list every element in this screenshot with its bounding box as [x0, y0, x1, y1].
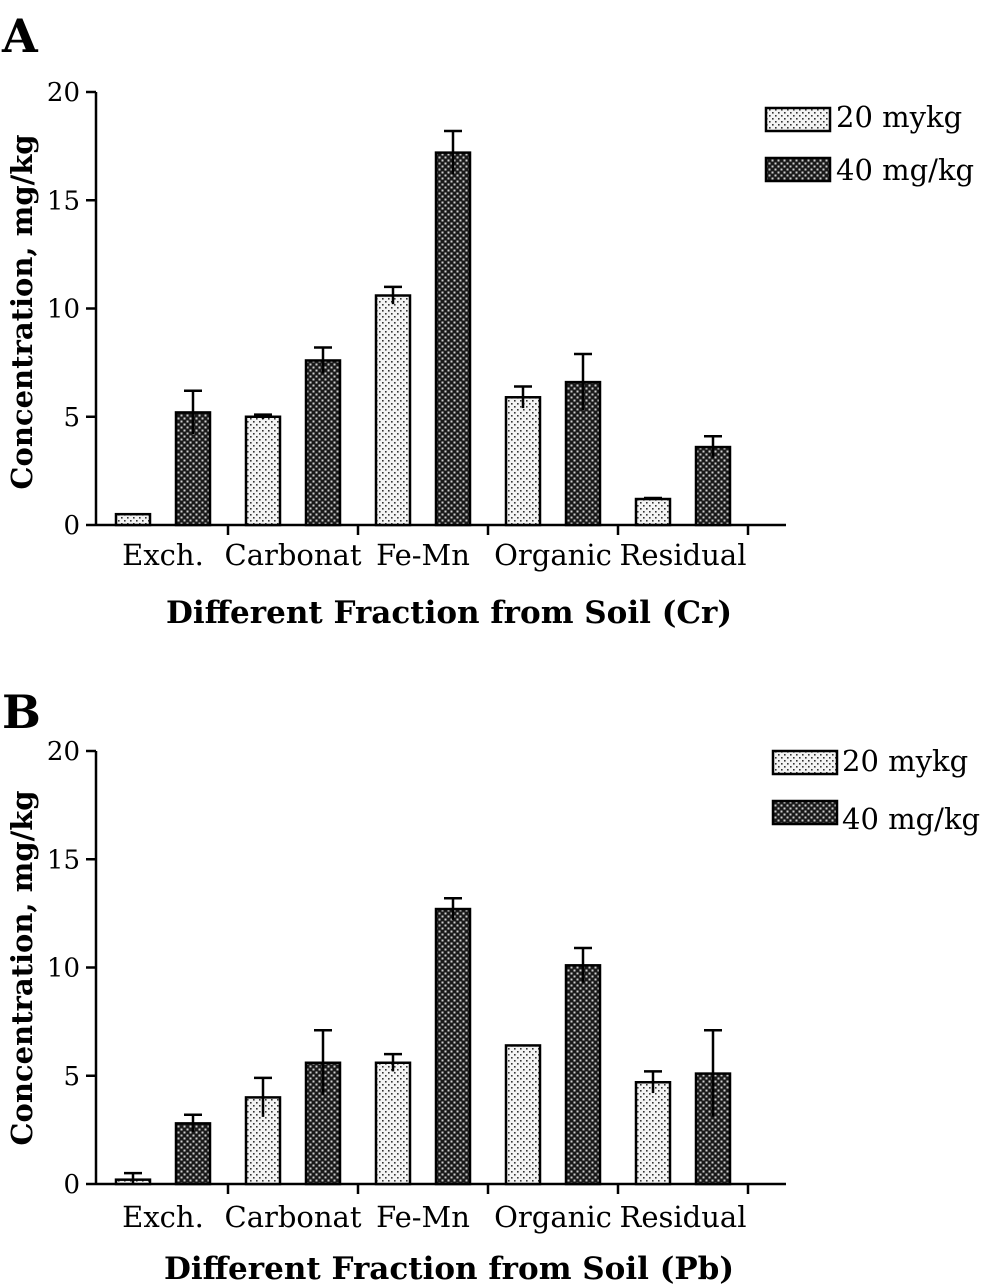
panel-b-legend: 20 mykg 40 mg/kg — [771, 744, 980, 836]
panel-a-bar-carbonat-s2 — [304, 359, 342, 527]
panel-b-x-tick-label: Residual — [620, 1200, 747, 1234]
panel-b-x-tick-label: Organic — [494, 1200, 612, 1234]
panel-b-legend-swatch-20 — [771, 749, 839, 776]
panel-a-legend-label-40: 40 mg/kg — [836, 153, 974, 187]
panel-a-legend: 20 mykg 40 mg/kg — [764, 100, 974, 187]
panel-a-bar-residual-s2 — [694, 445, 732, 527]
panel-b-y-tick-label: 15 — [47, 845, 80, 875]
panel-a-x-axis-label: Different Fraction from Soil (Cr) — [166, 595, 732, 631]
panel-b-bar-organic-s2 — [564, 964, 602, 1186]
panel-b-y-tick-label: 0 — [63, 1170, 80, 1200]
panel-b-x-tick-label: Carbonat — [225, 1200, 362, 1234]
panel-a-y-axis-label: Concentration, mg/kg — [5, 134, 39, 489]
panel-b-legend-label-40: 40 mg/kg — [842, 802, 980, 836]
panel-a-bar-organic-s1 — [504, 396, 542, 527]
panel-a-legend-label-20: 20 mykg — [836, 100, 962, 134]
panel-a-x-tick-label: Organic — [494, 538, 612, 572]
panel-b-bar-femn-s2 — [434, 907, 472, 1186]
panel-a: A 0 5 10 15 20 Exch. Carbonat Fe-Mn Organic Resid… — [1, 9, 974, 631]
panel-a-y-tick-label: 5 — [63, 403, 80, 433]
panel-a-x-tick-label: Residual — [620, 538, 747, 572]
panel-b-x-axis-label: Different Fraction from Soil (Pb) — [164, 1251, 734, 1287]
panel-a-y-tick-label: 10 — [47, 295, 80, 325]
panel-b-y-axis-label: Concentration, mg/kg — [5, 790, 39, 1145]
panel-a-bar-femn-s1 — [374, 294, 412, 527]
panel-b-bar-residual-s1 — [634, 1080, 672, 1186]
panel-a-bar-femn-s2 — [434, 151, 472, 527]
panel-b-y-tick-label: 5 — [63, 1062, 80, 1092]
panel-a-y-tick-label: 15 — [47, 186, 80, 216]
panel-a-x-tick-label: Carbonat — [225, 538, 362, 572]
panel-b-legend-label-20: 20 mykg — [842, 744, 968, 778]
panel-b-y-tick-label: 20 — [47, 737, 80, 767]
panel-a-bar-residual-s1 — [634, 497, 672, 527]
panel-b-bar-femn-s1 — [374, 1061, 412, 1186]
panel-b-bar-exch-s2 — [174, 1122, 212, 1186]
panel-a-x-tick-label: Exch. — [122, 538, 204, 572]
panel-b-y-tick-label: 10 — [47, 954, 80, 984]
panel-a-x-tick-label: Fe-Mn — [376, 538, 470, 572]
panel-letter-a: A — [1, 9, 39, 63]
panel-a-y-tick-label: 0 — [63, 511, 80, 541]
panel-b-x-tick-label: Exch. — [122, 1200, 204, 1234]
panel-letter-b: B — [2, 685, 41, 739]
panel-a-y-tick-label: 20 — [47, 78, 80, 108]
panel-b: B 0 5 10 15 20 Exch. Carbonat Fe-Mn Organic Resid… — [2, 685, 980, 1287]
panel-b-bar-organic-s1 — [504, 1044, 542, 1186]
panel-a-plot: 0 5 10 15 20 Exch. Carbonat Fe-Mn Organic Residua… — [47, 78, 786, 572]
panel-a-legend-swatch-20 — [764, 106, 832, 133]
panel-a-bar-exch-s1 — [114, 512, 152, 527]
panel-a-legend-swatch-40 — [764, 156, 832, 183]
panel-b-legend-swatch-40 — [771, 799, 839, 826]
panel-b-plot: 0 5 10 15 20 Exch. Carbonat Fe-Mn Organic Residua… — [47, 737, 786, 1234]
panel-a-bar-carbonat-s1 — [244, 415, 282, 527]
panel-b-x-tick-label: Fe-Mn — [376, 1200, 470, 1234]
